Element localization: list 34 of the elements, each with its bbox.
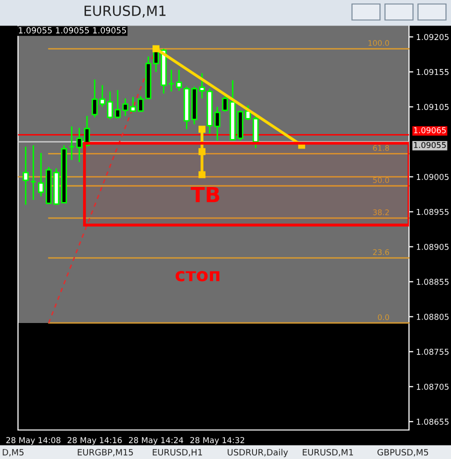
candlestick [92, 78, 98, 118]
x-tick-label: 28 May 14:32 [190, 437, 244, 445]
chart-title: EURUSD,M1 [84, 6, 166, 18]
point [198, 126, 206, 133]
text: D,M5 [2, 449, 24, 456]
candlestick [176, 69, 182, 92]
y-tick-label: 1.08855 [416, 278, 449, 285]
point [198, 171, 206, 178]
x-tick-label: 28 May 14:24 [128, 437, 184, 445]
text: GBPUSD,M5 [377, 448, 428, 456]
y-tick-label: 1.08905 [416, 244, 449, 250]
x-tick-label: 28 May 14:08 [6, 437, 60, 445]
annotation: 1.09055 1.09055 1.09055 [18, 27, 126, 34]
text: EURUSD,H1 [152, 448, 202, 456]
ref-line-label: 1.09065 [414, 127, 446, 134]
text: EURUSD,M1 [302, 448, 353, 456]
point [198, 148, 206, 156]
y-tick-label: 1.08955 [416, 208, 449, 215]
text: USDRUR,Daily [228, 448, 288, 458]
candlestick [214, 106, 220, 142]
y-tick-label: 1.09155 [416, 68, 449, 76]
ref-line-label: 1.09055 [414, 142, 446, 148]
y-tick-label: 1.09105 [416, 104, 449, 110]
y-tick-label: 1.09205 [416, 34, 449, 40]
y-tick-label: 1.08655 [416, 418, 449, 425]
candlestick [22, 146, 29, 206]
y-tick-label: 1.08805 [416, 314, 449, 320]
y-tick-label: 1.08755 [416, 348, 449, 355]
text: EURGBP,M15 [78, 448, 133, 456]
y-tick-label: 1.09005 [416, 174, 449, 180]
y-tick-label: 1.08705 [416, 384, 449, 390]
band-label: ТВ [190, 186, 220, 202]
annotation: стоп [176, 270, 220, 282]
x-tick-label: 28 May 14:16 [68, 437, 122, 445]
